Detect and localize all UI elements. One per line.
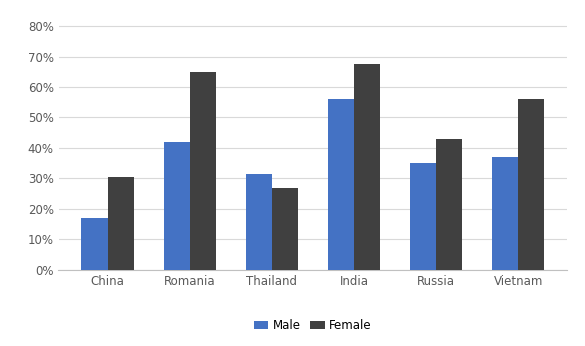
Bar [190, 72, 216, 270]
Bar [410, 163, 436, 270]
Bar [354, 64, 380, 270]
Bar [436, 139, 462, 270]
Bar [272, 188, 298, 270]
Bar [246, 174, 272, 270]
Bar [81, 218, 108, 270]
Bar [328, 99, 354, 270]
Bar [164, 142, 190, 270]
Bar [518, 99, 545, 270]
Bar [108, 177, 134, 270]
Legend: Male, Female: Male, Female [249, 314, 377, 337]
Bar [492, 157, 518, 270]
